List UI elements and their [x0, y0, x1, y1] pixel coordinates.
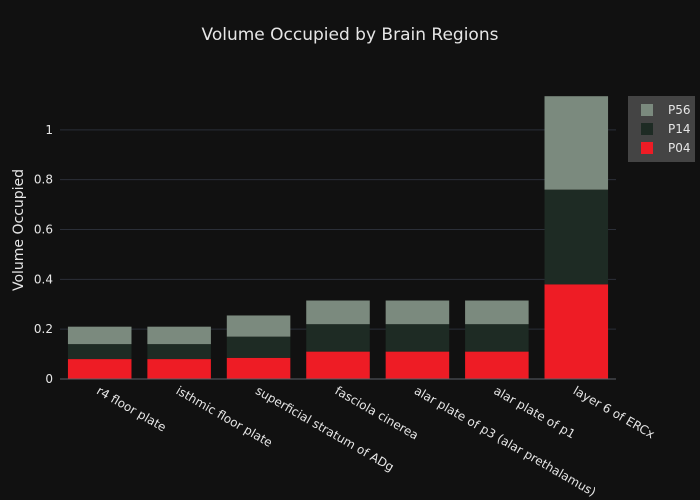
bar-p04[interactable] — [67, 359, 132, 379]
bar-p56[interactable] — [465, 300, 529, 325]
bar-p04[interactable] — [385, 351, 450, 379]
legend-swatch-p04[interactable] — [641, 142, 653, 154]
bar-p04[interactable] — [147, 359, 211, 379]
bar-p14[interactable] — [147, 344, 211, 360]
y-axis-title: Volume Occupied — [11, 169, 27, 291]
bar-p56[interactable] — [544, 96, 609, 190]
y-axis-ticks: 0 0.2 0.4 0.6 0.8 1 — [34, 123, 53, 386]
bar-p04[interactable] — [306, 351, 370, 379]
bar-p56[interactable] — [385, 300, 450, 325]
bar-p56[interactable] — [226, 315, 291, 337]
legend-box — [628, 96, 695, 162]
bar-p14[interactable] — [226, 336, 291, 358]
y-tick-label: 0.8 — [34, 173, 53, 187]
bar-p14[interactable] — [385, 324, 450, 352]
y-tick-label: 1 — [45, 123, 53, 137]
chart-title: Volume Occupied by Brain Regions — [202, 25, 499, 45]
bar-p14[interactable] — [306, 324, 370, 352]
bar-p56[interactable] — [147, 326, 211, 345]
bars — [67, 96, 609, 379]
legend-label-p04[interactable]: P04 — [668, 141, 691, 155]
y-tick-label: 0 — [45, 372, 53, 386]
bar-p56[interactable] — [306, 300, 370, 325]
legend-swatch-p14[interactable] — [641, 123, 653, 135]
y-tick-label: 0.2 — [34, 322, 53, 336]
legend-label-p14[interactable]: P14 — [668, 122, 691, 136]
legend-label-p56[interactable]: P56 — [668, 103, 691, 117]
y-tick-label: 0.4 — [34, 272, 53, 286]
bar-p04[interactable] — [465, 351, 529, 379]
bar-p56[interactable] — [67, 326, 132, 345]
y-tick-label: 0.6 — [34, 223, 53, 237]
legend[interactable]: P56 P14 P04 — [628, 96, 695, 162]
bar-p14[interactable] — [67, 344, 132, 360]
bar-p04[interactable] — [226, 357, 291, 379]
legend-swatch-p56[interactable] — [641, 104, 653, 116]
bar-p14[interactable] — [465, 324, 529, 352]
bar-p04[interactable] — [544, 284, 609, 379]
bar-p14[interactable] — [544, 189, 609, 285]
